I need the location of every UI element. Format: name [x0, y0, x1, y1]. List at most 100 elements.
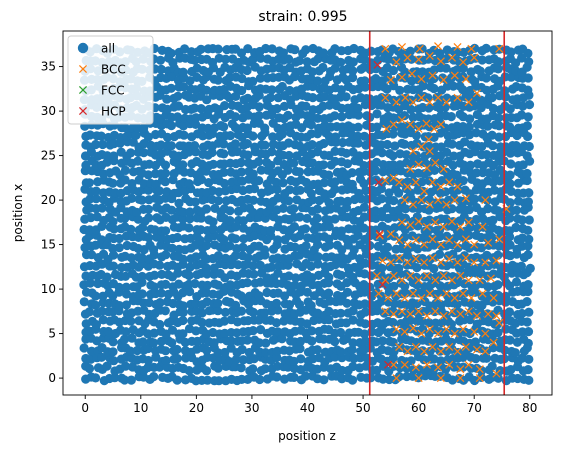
bcc-point: [392, 325, 401, 334]
bcc-point: [439, 271, 448, 280]
atom-point: [435, 249, 445, 259]
atom-point: [149, 270, 160, 280]
atom-point: [488, 215, 498, 225]
atom-point: [214, 376, 224, 386]
atom-point: [359, 179, 369, 189]
atom-point: [360, 76, 370, 86]
bcc-point: [422, 119, 431, 128]
bcc-point: [425, 98, 434, 107]
atom-point: [446, 112, 456, 122]
bcc-point: [434, 93, 443, 102]
atom-point: [221, 54, 231, 64]
atom-point: [302, 319, 312, 329]
atom-point: [407, 159, 417, 169]
atom-point: [301, 101, 311, 111]
atom-point: [120, 361, 131, 371]
atom-point: [394, 188, 404, 198]
atom-point: [523, 250, 533, 260]
atom-point: [318, 62, 328, 73]
atom-point: [154, 186, 164, 196]
atom-point: [359, 161, 369, 171]
atom-point: [91, 291, 101, 301]
atom-point: [166, 141, 176, 151]
bcc-point: [492, 369, 501, 378]
atom-point: [522, 168, 532, 179]
atom-point: [353, 138, 363, 148]
atom-point: [137, 289, 147, 299]
atom-point: [155, 298, 165, 308]
bcc-point: [403, 240, 412, 249]
atom-point: [429, 264, 439, 274]
bcc-point: [411, 236, 420, 245]
atom-point: [149, 245, 159, 255]
atom-point: [389, 281, 399, 291]
atom-point: [219, 122, 229, 132]
atom-point: [137, 271, 147, 282]
atom-point: [505, 179, 515, 189]
bcc-point: [414, 160, 423, 169]
atom-point: [91, 186, 101, 196]
bcc-point: [389, 271, 398, 280]
atom-point: [213, 306, 223, 316]
atom-point: [237, 85, 247, 96]
atom-point: [91, 194, 101, 204]
atom-point: [201, 85, 212, 95]
bcc-point: [442, 289, 451, 298]
atom-point: [271, 177, 281, 187]
bcc-point: [392, 58, 401, 67]
atom-point: [483, 121, 493, 131]
bcc-point: [397, 73, 406, 82]
bcc-point: [453, 347, 462, 356]
bcc-point: [409, 289, 418, 298]
atom-point: [190, 55, 200, 65]
atom-point: [306, 300, 316, 311]
atom-point: [522, 297, 532, 307]
atom-point: [178, 207, 188, 217]
atom-point: [378, 167, 388, 177]
bcc-point: [456, 271, 465, 280]
bcc-point: [411, 363, 420, 372]
atom-point: [505, 148, 516, 158]
atom-point: [250, 230, 260, 241]
atom-point: [435, 231, 445, 242]
bcc-point: [481, 347, 490, 356]
atom-point: [172, 232, 182, 243]
atom-point: [85, 278, 95, 288]
atom-point: [353, 110, 364, 120]
atom-point: [523, 280, 533, 290]
atom-point: [493, 113, 504, 123]
y-tick-label: 15: [41, 238, 56, 252]
atom-point: [261, 348, 271, 358]
bcc-point: [381, 93, 390, 102]
atom-point: [505, 240, 515, 250]
bcc-point: [386, 258, 395, 267]
bcc-point: [406, 120, 415, 129]
atom-point: [120, 375, 130, 385]
bcc-point: [403, 258, 412, 267]
y-tick-label: 25: [41, 149, 56, 163]
atom-point: [412, 263, 422, 273]
bcc-point: [428, 178, 437, 187]
bcc-point: [445, 342, 454, 351]
atom-point: [465, 315, 475, 325]
atom-point: [267, 147, 277, 157]
atom-point: [208, 224, 218, 234]
atom-point: [347, 179, 357, 189]
atom-point: [225, 280, 235, 290]
atom-point: [208, 217, 218, 227]
x-tick-label: 60: [411, 401, 426, 415]
bcc-point: [456, 309, 465, 319]
atom-point: [505, 198, 515, 208]
atom-point: [395, 85, 405, 95]
atom-point: [167, 205, 177, 215]
atom-point: [84, 363, 95, 374]
atom-point: [458, 310, 468, 320]
bcc-point: [470, 258, 479, 267]
atom-point: [143, 185, 153, 195]
atom-point: [185, 76, 195, 86]
bcc-point: [428, 342, 437, 351]
atom-point: [511, 141, 521, 151]
atom-point: [353, 122, 363, 132]
bcc-point: [495, 318, 504, 327]
atom-point: [109, 356, 119, 366]
